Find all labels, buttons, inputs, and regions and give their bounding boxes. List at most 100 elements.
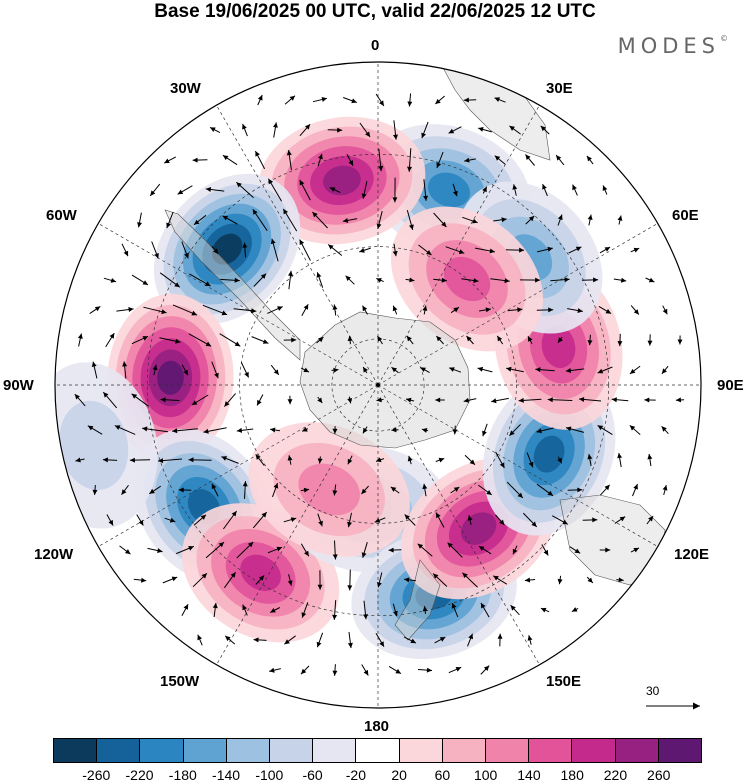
wind-arrow-head [289,95,295,101]
wind-arrow-head [276,546,283,552]
wind-arrow-head [577,308,583,313]
wind-arrow-head [205,187,212,192]
wind-arrow-head [328,244,334,250]
wind-arrow-head [169,517,176,523]
colorbar-tick-label: -260 [82,767,111,783]
anomaly-contour [298,463,360,516]
wind-arrow-head [376,397,382,403]
wind-arrow-head [347,335,353,341]
colorbar-swatch [486,739,530,762]
wind-arrow-head [197,634,202,641]
colorbar-swatch [97,739,141,762]
wind-arrow-head [361,488,367,494]
wind-arrow-head [512,548,518,555]
wind-arrow-head [284,639,290,645]
wind-arrow-head [303,487,310,493]
wind-arrow-head [421,132,426,139]
wind-arrow-head [299,179,305,186]
wind-arrow-head [329,187,336,192]
wind-arrow-head [222,155,229,161]
wind-arrow-head [114,425,121,430]
wind-arrow-head [629,368,636,374]
lon-label-90e: 90E [717,377,744,394]
wind-arrow-head [451,603,457,609]
wind-arrow-head [172,428,178,434]
wind-arrow-head [586,155,592,162]
wind-arrow-head [242,123,247,130]
wind-arrow-head [211,483,217,490]
wind-arrow-head [108,519,114,526]
wind-arrow-head [234,341,241,347]
wind-arrow-head [318,337,324,343]
lon-label-90w: 90W [3,377,34,394]
wind-arrow-head [242,604,247,611]
wind-arrow-head [317,458,323,464]
wind-arrow-head [407,455,413,462]
wind-arrow-head [225,635,231,642]
wind-arrow-head [94,306,101,312]
wind-arrow-head [236,182,242,188]
pole-marker [376,383,380,387]
wind-arrow-head [391,367,397,373]
wind-arrow-head [184,252,189,259]
wind-arrow-head [574,548,581,554]
wind-arrow-head [473,278,479,283]
wind-arrow-head [410,638,416,644]
wind-arrow-head [409,277,415,283]
wind-arrow-head [633,547,639,553]
new-zealand-shape [394,559,441,641]
wind-arrow-head [191,310,197,316]
wind-arrow-head [152,364,158,371]
australia-shape [559,494,666,586]
wind-arrow-head [662,308,668,315]
wind-arrow-head [362,305,368,312]
anomaly-contour [427,172,471,208]
wind-arrow-head [604,484,610,491]
lon-label-150w: 150W [160,673,200,690]
wind-arrow-head [499,519,505,525]
wind-arrow-head [203,428,209,434]
wind-arrow-head [577,487,583,493]
wind-arrow-head [486,490,492,495]
wind-arrow-head [222,215,229,221]
wind-arrow-head [605,308,612,314]
wind-arrow-head [587,454,593,460]
wind-arrow-head [378,165,384,172]
wind-arrow-head [301,612,307,618]
wind-arrow-head [361,552,367,558]
wind-arrow-head [316,641,322,648]
colorbar-swatch [572,739,616,762]
wind-arrow-head [617,341,623,347]
wind-arrow-head [374,518,381,523]
wind-arrow-head [467,515,473,521]
wind-arrow-head [406,397,412,403]
wind-arrow-head [435,397,441,403]
wind-arrow-head [205,341,212,347]
wind-arrow-head [565,368,571,373]
wind-arrow-head [547,397,553,403]
wind-arrow-head [593,277,599,283]
wind-arrow-head [447,542,453,548]
wind-arrow-head [286,150,292,156]
wind-arrow-head [270,608,276,613]
colorbar-tick-label: -100 [255,767,284,783]
wind-arrow-head [332,428,338,434]
wind-arrow-head [221,456,227,461]
wind-arrow-head [244,371,249,378]
wind-arrow-head [201,573,207,579]
wind-arrow-head [512,184,518,190]
wind-arrow-head [258,575,265,581]
wind-arrow-head [449,367,455,372]
wind-arrow-head [121,489,127,495]
colorbar-swatch [529,739,573,762]
wind-arrow-head [255,151,260,157]
wind-arrow-head [661,426,667,432]
wind-arrow-head [494,155,501,161]
wind-arrow-head [493,575,499,581]
wind-arrow-head [87,425,94,431]
wind-arrow-head [393,610,398,617]
wind-arrow-head [436,162,441,168]
wind-arrow-head [347,458,353,465]
wind-arrow-head [342,218,349,223]
wind-arrow-head [268,178,274,185]
